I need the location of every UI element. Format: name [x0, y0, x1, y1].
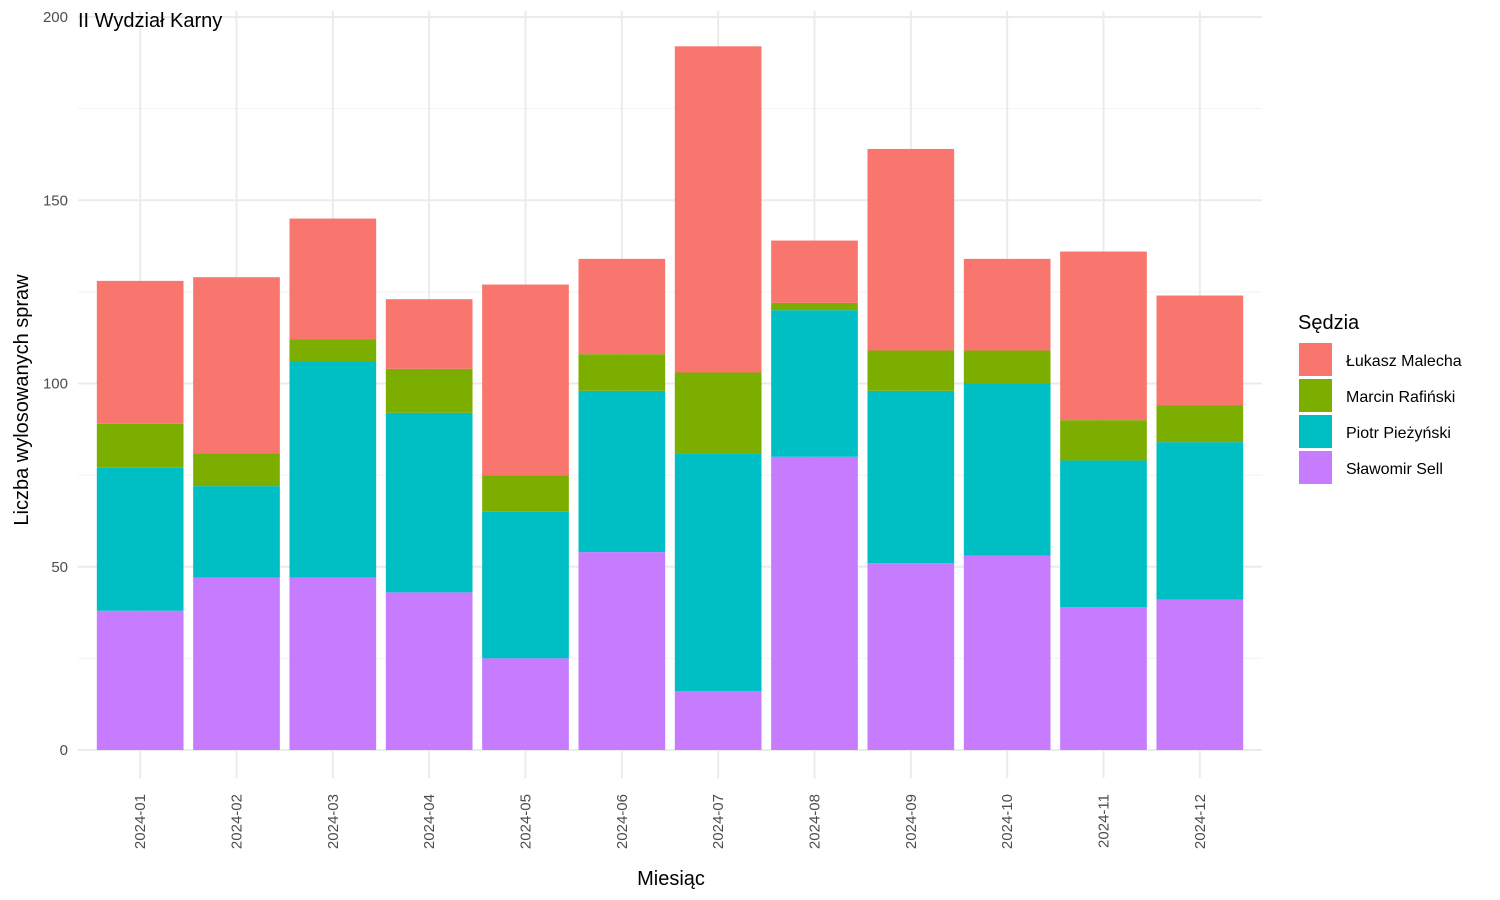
bar-segment — [867, 390, 955, 564]
legend-label: Piotr Pieżyński — [1346, 425, 1451, 442]
legend: Sędzia Łukasz Malecha Marcin Rafiński Piot… — [1298, 312, 1462, 484]
bar-segment — [867, 563, 955, 750]
x-tick-label: 2024-03 — [325, 794, 342, 849]
bar-segment — [674, 372, 762, 454]
x-tick-label: 2024-08 — [807, 794, 824, 849]
legend-key — [1299, 343, 1332, 376]
y-axis-ticks: 0 50 100 150 200 — [43, 9, 68, 759]
x-tick-label: 2024-04 — [421, 794, 438, 849]
legend-key — [1299, 415, 1332, 448]
bar-segment — [193, 577, 280, 750]
bar-segment — [96, 280, 184, 424]
bars — [96, 46, 1244, 750]
legend-key — [1299, 379, 1332, 412]
bar-segment — [1060, 420, 1147, 461]
chart-title: II Wydział Karny — [78, 10, 222, 32]
bar-segment — [385, 368, 473, 413]
x-tick-label: 2024-02 — [229, 794, 246, 849]
y-tick-label: 200 — [43, 9, 68, 26]
bar-segment — [482, 511, 569, 659]
bar-segment — [963, 383, 1051, 556]
bar-segment — [289, 361, 377, 578]
bar-segment — [385, 592, 473, 750]
bar-segment — [578, 354, 666, 391]
bar-segment — [1156, 599, 1244, 750]
bar-segment — [1060, 460, 1147, 608]
bar-segment — [771, 310, 858, 457]
bar-segment — [96, 467, 184, 611]
bar-segment — [1156, 295, 1244, 406]
legend-label: Marcin Rafiński — [1346, 389, 1455, 406]
bar-segment — [193, 453, 280, 487]
bar-segment — [482, 658, 569, 750]
bar-segment — [578, 552, 666, 750]
y-tick-label: 150 — [43, 192, 68, 209]
bar-segment — [578, 390, 666, 553]
bar-segment — [771, 302, 858, 311]
x-tick-label: 2024-07 — [710, 794, 727, 849]
bar-segment — [96, 610, 184, 750]
x-axis-ticks: 2024-01 2024-02 2024-03 2024-04 2024-05 2024-… — [132, 794, 1209, 849]
bar-segment — [96, 423, 184, 468]
bar-segment — [771, 456, 858, 750]
legend-key — [1299, 451, 1332, 484]
x-tick-label: 2024-05 — [518, 794, 535, 849]
bar-segment — [1156, 442, 1244, 600]
y-tick-label: 0 — [60, 742, 68, 759]
bar-segment — [963, 258, 1051, 351]
x-tick-label: 2024-09 — [903, 794, 920, 849]
bar-segment — [193, 277, 280, 454]
bar-segment — [771, 240, 858, 303]
y-tick-label: 50 — [51, 559, 68, 576]
bar-segment — [963, 350, 1051, 384]
bar-segment — [963, 555, 1051, 750]
bar-segment — [289, 339, 377, 362]
legend-title: Sędzia — [1298, 312, 1360, 334]
y-axis-title: Liczba wylosowanych spraw — [11, 274, 33, 526]
legend-label: Łukasz Malecha — [1346, 353, 1462, 370]
bar-segment — [1156, 405, 1244, 443]
x-tick-label: 2024-01 — [132, 794, 149, 849]
x-tick-label: 2024-11 — [1096, 794, 1113, 848]
legend-label: Sławomir Sell — [1346, 461, 1443, 478]
bar-segment — [289, 577, 377, 750]
bar-segment — [289, 218, 377, 340]
bar-segment — [482, 284, 569, 476]
x-axis-title: Miesiąc — [637, 868, 705, 890]
bar-segment — [482, 475, 569, 512]
bar-segment — [385, 412, 473, 593]
x-tick-label: 2024-06 — [614, 794, 631, 849]
bar-segment — [385, 299, 473, 369]
bar-segment — [193, 486, 280, 578]
bar-segment — [674, 453, 762, 692]
y-tick-label: 100 — [43, 376, 68, 393]
bar-segment — [578, 258, 666, 355]
bar-segment — [1060, 607, 1147, 750]
bar-segment — [674, 46, 762, 373]
bar-segment — [1060, 251, 1147, 421]
x-tick-label: 2024-12 — [1192, 794, 1209, 849]
bar-segment — [867, 350, 955, 391]
bar-segment — [867, 148, 955, 351]
x-tick-label: 2024-10 — [999, 794, 1016, 849]
bar-segment — [674, 691, 762, 750]
